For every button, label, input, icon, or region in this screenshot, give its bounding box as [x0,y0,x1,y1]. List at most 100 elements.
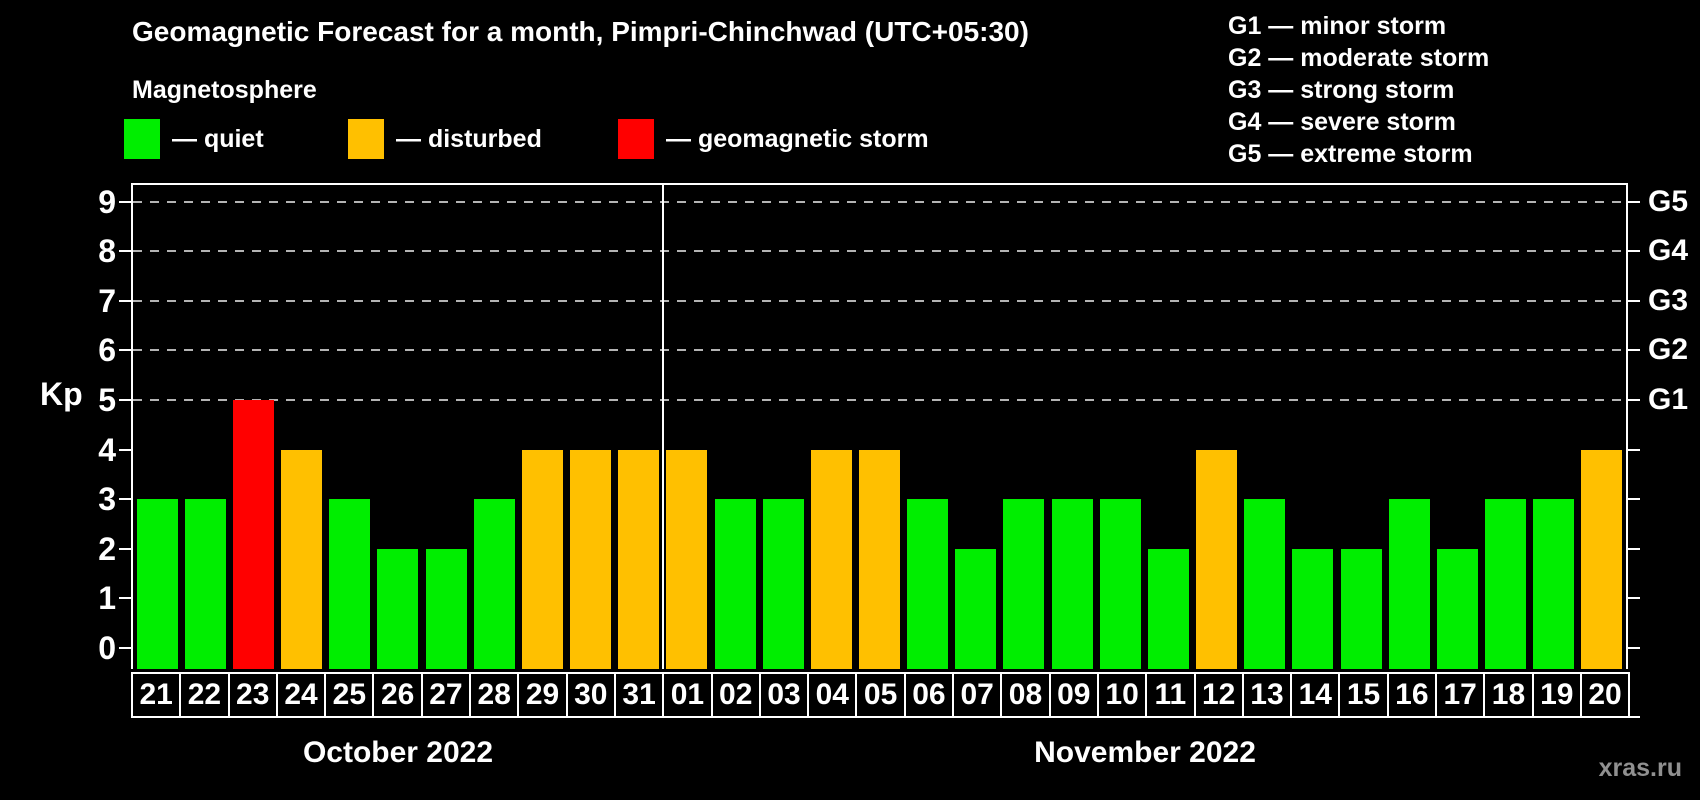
bar-november-08 [1003,499,1045,669]
date-cell-november-02: 02 [710,672,761,718]
g-axis-label-g1: G1 [1648,383,1689,416]
bar-october-31 [618,449,660,669]
bar-november-04 [810,449,852,669]
y-axis-tick-left-7 [119,299,131,302]
gridline-kp-7 [133,299,1626,302]
y-axis-label-1: 1 [98,580,116,617]
y-axis-tick-right-5 [1628,399,1640,401]
date-cell-november-20: 20 [1579,672,1631,718]
y-axis-label-6: 6 [98,332,116,369]
g-axis-label-g4: G4 [1648,234,1689,268]
bar-november-12 [1196,449,1238,669]
g-scale-legend-line-g4: G4 — severe storm [1228,108,1456,136]
y-axis-tick-right-0 [1628,647,1640,649]
g-scale-legend-line-g2: G2 — moderate storm [1228,44,1490,72]
y-axis-tick-left-8 [119,250,131,253]
date-cell-october-21: 21 [131,672,182,718]
bar-november-01 [666,449,708,669]
bar-november-06 [907,499,949,669]
bar-october-24 [281,449,323,669]
date-cell-november-18: 18 [1483,672,1534,718]
bar-november-02 [714,499,756,669]
bar-november-13 [1244,499,1286,669]
y-axis-tick-left-6 [119,349,131,352]
bar-november-16 [1388,499,1430,669]
legend-swatch-disturbed [348,119,384,159]
bar-november-09 [1051,499,1093,669]
x-axis-date-row: 21 22 23 24 25 26 27 28 29 30 31 01 02 03 04 05 06 07 08 09… [131,672,1631,718]
legend-item-disturbed: — disturbed [348,118,542,160]
bar-november-05 [859,449,900,669]
y-axis-label-5: 5 [98,382,116,418]
bar-november-11 [1147,548,1189,669]
g-axis-label-g5: G5 [1648,184,1689,218]
bar-october-29 [521,449,563,669]
y-axis-tick-right-8 [1628,250,1640,253]
date-cell-october-25: 25 [324,672,375,718]
date-cell-november-08: 08 [1000,672,1051,718]
y-axis-tick-right-3 [1628,498,1640,501]
y-axis-tick-left-1 [119,597,131,600]
date-cell-october-31: 31 [613,672,665,718]
date-cell-october-27: 27 [420,672,472,718]
y-axis-label-0: 0 [98,630,116,666]
date-cell-november-10: 10 [1096,672,1148,718]
bar-october-30 [570,449,612,669]
date-cell-november-05: 05 [855,672,906,718]
magnetosphere-heading: Magnetosphere [132,76,317,104]
date-cell-november-03: 03 [758,672,810,718]
bar-november-14 [1292,548,1334,669]
date-cell-november-13: 13 [1241,672,1293,718]
plot-area [131,183,1628,669]
date-cell-october-29: 29 [517,672,568,718]
y-axis-label-2: 2 [98,530,116,567]
date-cell-november-09: 09 [1048,672,1099,718]
legend-item-storm: — geomagnetic storm [618,118,929,160]
g-scale-legend-line-g5: G5 — extreme storm [1228,140,1473,168]
g-scale-legend: G1 — minor storm G2 — moderate storm G3 … [1228,10,1489,170]
chart-title: Geomagnetic Forecast for a month, Pimpri… [132,16,1029,47]
bar-october-23 [232,400,274,669]
bar-november-15 [1340,548,1382,669]
y-axis-tick-right-2 [1628,547,1640,550]
y-axis-tick-left-3 [119,498,131,501]
y-axis-label-4: 4 [98,431,116,468]
bar-november-03 [762,499,804,669]
g-axis-label-g3: G3 [1648,283,1689,317]
gridline-kp-6 [133,349,1626,352]
legend-swatch-storm [618,119,654,159]
legend-item-quiet: — quiet [124,118,264,160]
date-cell-november-11: 11 [1145,672,1196,718]
y-axis-tick-left-0 [119,647,131,649]
bar-november-17 [1436,548,1478,669]
y-axis-tick-left-5 [119,399,131,401]
bar-october-25 [329,499,371,669]
watermark: xras.ru [1598,754,1682,782]
y-axis-tick-left-9 [119,200,131,203]
month-separator-line [661,185,664,669]
legend-swatch-quiet [124,119,160,159]
date-cell-october-23: 23 [227,672,278,718]
bar-november-19 [1533,499,1575,669]
y-axis-tick-right-9 [1628,200,1640,203]
y-axis-label-8: 8 [98,233,116,270]
bar-october-28 [473,499,515,669]
y-axis-tick-right-1 [1628,597,1640,600]
date-cell-november-01: 01 [662,672,713,718]
date-cell-october-24: 24 [275,672,327,718]
bar-october-26 [377,548,419,669]
y-axis-label-7: 7 [98,282,116,319]
y-axis-tick-right-4 [1628,448,1640,451]
date-cell-november-04: 04 [807,672,858,718]
bar-november-20 [1581,449,1623,669]
legend-label-storm: — geomagnetic storm [666,124,929,153]
legend-label-quiet: — quiet [172,124,264,153]
month-label-november: November 2022 [1034,736,1256,769]
bar-october-21 [136,499,178,669]
gridline-kp-8 [133,250,1626,253]
date-cell-november-14: 14 [1290,672,1341,718]
date-cell-october-30: 30 [565,672,616,718]
y-axis-label-9: 9 [98,183,116,220]
date-cell-november-16: 16 [1386,672,1438,718]
